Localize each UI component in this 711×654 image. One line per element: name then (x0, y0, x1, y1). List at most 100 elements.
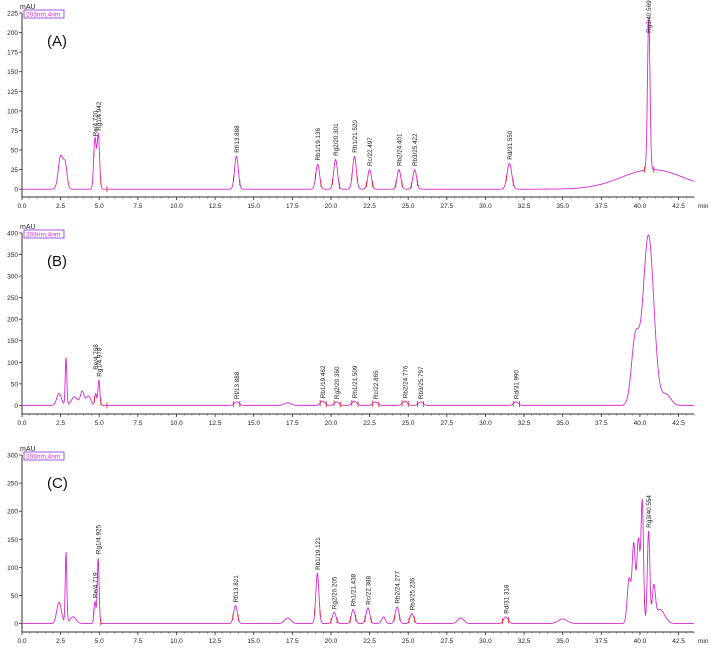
peak-label: Rb3/25.797 (418, 366, 425, 399)
x-tick-label: 20.0 (325, 203, 338, 210)
x-tick-label: 10.0 (170, 203, 183, 210)
x-tick-label: 35.0 (556, 420, 569, 427)
x-tick-label: 0.0 (17, 638, 26, 645)
x-tick-label: 22.5 (363, 638, 376, 645)
chromatogram-trace (22, 498, 694, 625)
peak-label: Rg1/4.978 (96, 347, 103, 377)
x-tick-label: 15.0 (247, 420, 260, 427)
y-tick-label: 300 (7, 274, 18, 281)
x-tick-label: 42.5 (672, 420, 685, 427)
y-tick-label: 250 (7, 481, 18, 488)
x-tick-label: 30.0 (479, 638, 492, 645)
x-tick-label: 12.5 (209, 420, 222, 427)
x-tick-label: 17.5 (286, 203, 299, 210)
y-tick-label: 100 (7, 360, 18, 367)
peak-label: Rb1/19.121 (315, 537, 322, 570)
y-tick-label: 50 (11, 593, 19, 600)
peak-label: Rh1/21.438 (351, 573, 358, 606)
peak-label: Rg2/20.360 (334, 366, 341, 399)
peak-label: Rd/31.318 (503, 584, 510, 614)
x-tick-label: 5.0 (95, 638, 104, 645)
legend: 203nm,4nm (23, 9, 65, 19)
x-tick-label: 40.0 (634, 638, 647, 645)
peak-label: Rf/13.888 (234, 371, 241, 399)
y-tick-label: 175 (7, 50, 18, 57)
x-tick-label: 17.5 (286, 420, 299, 427)
x-tick-label: 42.5 (672, 203, 685, 210)
chromatogram-trace (22, 18, 695, 190)
peak-label: Re/4.720 (92, 110, 99, 136)
x-tick-label: 5.0 (95, 203, 104, 210)
y-tick-label: 0 (14, 187, 18, 194)
peak-label: Rc/22.497 (367, 137, 374, 166)
y-axis-label: mAU (20, 224, 36, 231)
x-tick-label: 27.5 (440, 638, 453, 645)
y-tick-label: 150 (7, 537, 18, 544)
y-axis-label: mAU (20, 446, 36, 453)
legend-text: 203nm,4nm (26, 12, 60, 19)
legend-box (23, 451, 65, 461)
peak-label: Rd/31.990 (514, 370, 521, 400)
legend-box (23, 9, 65, 19)
y-tick-label: 100 (7, 565, 18, 572)
panel-label: (C) (47, 475, 68, 492)
x-tick-label: 32.5 (518, 638, 531, 645)
y-tick-label: 50 (11, 148, 19, 155)
peak-label: Rb1/19.136 (315, 127, 322, 160)
peak-label: Rc/22.388 (365, 575, 372, 604)
x-tick-label: 27.5 (440, 203, 453, 210)
x-tick-label: 22.5 (363, 420, 376, 427)
x-tick-label: 25.0 (402, 203, 415, 210)
x-tick-label: 30.0 (479, 203, 492, 210)
peak-label: Rg1/4.925 (96, 525, 103, 555)
x-tick-label: 42.5 (672, 638, 685, 645)
peak-label: Rb2/24.776 (402, 365, 409, 398)
peak-label: Rg3/40.554 (646, 495, 653, 528)
y-tick-label: 75 (11, 128, 19, 135)
x-tick-label: 40.0 (634, 203, 647, 210)
y-tick-label: 50 (11, 381, 19, 388)
x-tick-label: 37.5 (595, 203, 608, 210)
x-axis-label: min (698, 203, 709, 210)
y-tick-label: 0 (14, 403, 18, 410)
y-tick-label: 300 (7, 453, 18, 460)
x-tick-label: 7.5 (133, 203, 142, 210)
x-tick-label: 7.5 (133, 420, 142, 427)
y-tick-label: 150 (7, 69, 18, 76)
legend-box (23, 229, 65, 239)
legend-text: 203nm,4nm (26, 232, 60, 239)
peak-label: Re/4.768 (93, 344, 100, 370)
x-tick-label: 40.0 (634, 420, 647, 427)
x-axis-label: min (698, 638, 709, 645)
y-tick-label: 25 (11, 167, 19, 174)
x-tick-label: 5.0 (95, 420, 104, 427)
x-tick-label: 7.5 (133, 638, 142, 645)
x-tick-label: 2.5 (56, 638, 65, 645)
x-tick-label: 15.0 (247, 203, 260, 210)
peak-label: Rb1/19.462 (320, 365, 327, 398)
x-tick-label: 12.5 (209, 203, 222, 210)
peak-label: Rb3/25.236 (409, 577, 416, 610)
y-tick-label: 225 (7, 11, 18, 18)
x-tick-label: 30.0 (479, 420, 492, 427)
y-tick-label: 250 (7, 295, 18, 302)
x-tick-label: 17.5 (286, 638, 299, 645)
x-tick-label: 0.0 (17, 420, 26, 427)
panel-label: (A) (47, 33, 67, 50)
peak-label: Re/4.719 (92, 572, 99, 598)
peak-label: Rg1/4.942 (96, 101, 103, 131)
peak-label: Rb3/25.422 (412, 133, 419, 166)
x-tick-label: 20.0 (325, 638, 338, 645)
peak-label: Rc/22.865 (373, 370, 380, 399)
y-tick-label: 100 (7, 108, 18, 115)
peak-label: Rg3/40.569 (646, 0, 653, 33)
x-tick-label: 32.5 (518, 203, 531, 210)
legend: 203nm,4nm (23, 451, 65, 461)
x-tick-label: 25.0 (402, 638, 415, 645)
y-tick-label: 150 (7, 338, 18, 345)
peak-label: Rb2/24.277 (395, 571, 402, 604)
x-tick-label: 15.0 (247, 638, 260, 645)
